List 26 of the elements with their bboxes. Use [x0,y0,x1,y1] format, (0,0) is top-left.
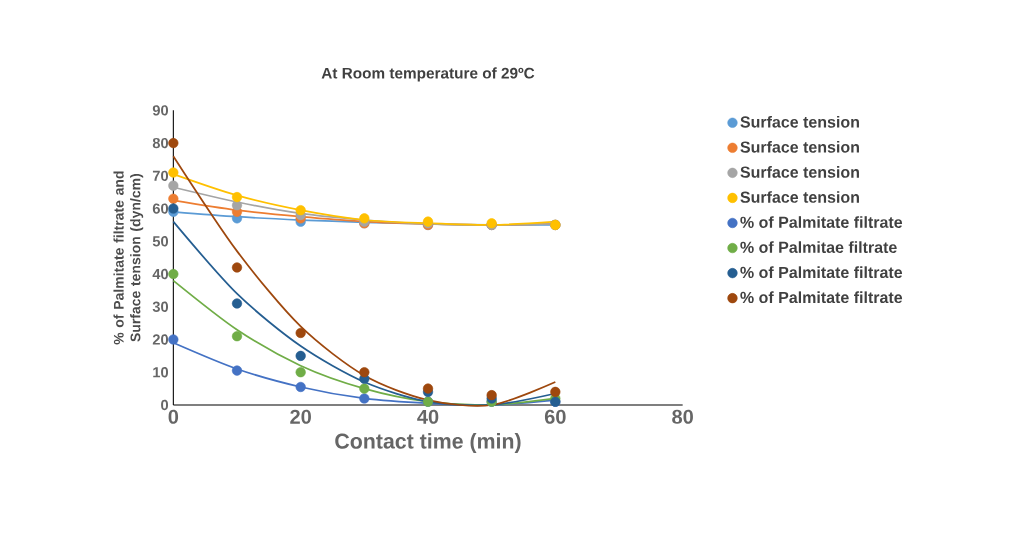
legend-label: % of Palmitate filtrate [740,216,903,228]
y-tick-label: 60 [152,203,169,214]
legend-label: Surface tension [740,141,859,153]
x-tick-label: 80 [672,409,693,424]
legend-label: Surface tension [740,166,859,178]
legend-label: Surface tension [740,115,859,128]
y-tick-label: 90 [152,105,169,116]
y-tick-label: 40 [152,268,169,280]
y-tick-label: 0 [161,399,169,411]
y-tick-label: 30 [152,301,169,312]
y-tick-label: 80 [152,137,169,149]
x-tick-label: 60 [544,409,566,424]
x-axis-title: Contact time (min) [335,433,521,453]
y-tick-label: 50 [152,236,169,247]
x-tick-label: 0 [168,409,179,424]
chart-title: At Room temperature of 29ºC [321,67,535,82]
legend-label: % of Palmitate filtrate [740,291,903,304]
y-tick-label: 70 [152,170,169,182]
y-axis-title: % of Palmitate filtrate and Surface tension (dyn/cm) [113,171,144,345]
legend-label: % of Palmitae filtrate [740,241,897,253]
x-tick-label: 40 [417,409,439,424]
y-tick-label: 20 [152,334,169,345]
legend-label: % of Palmitate filtrate [740,266,903,279]
x-tick-label: 20 [290,409,311,424]
y-tick-label: 10 [153,367,169,378]
legend-label: Surface tension [740,191,859,203]
